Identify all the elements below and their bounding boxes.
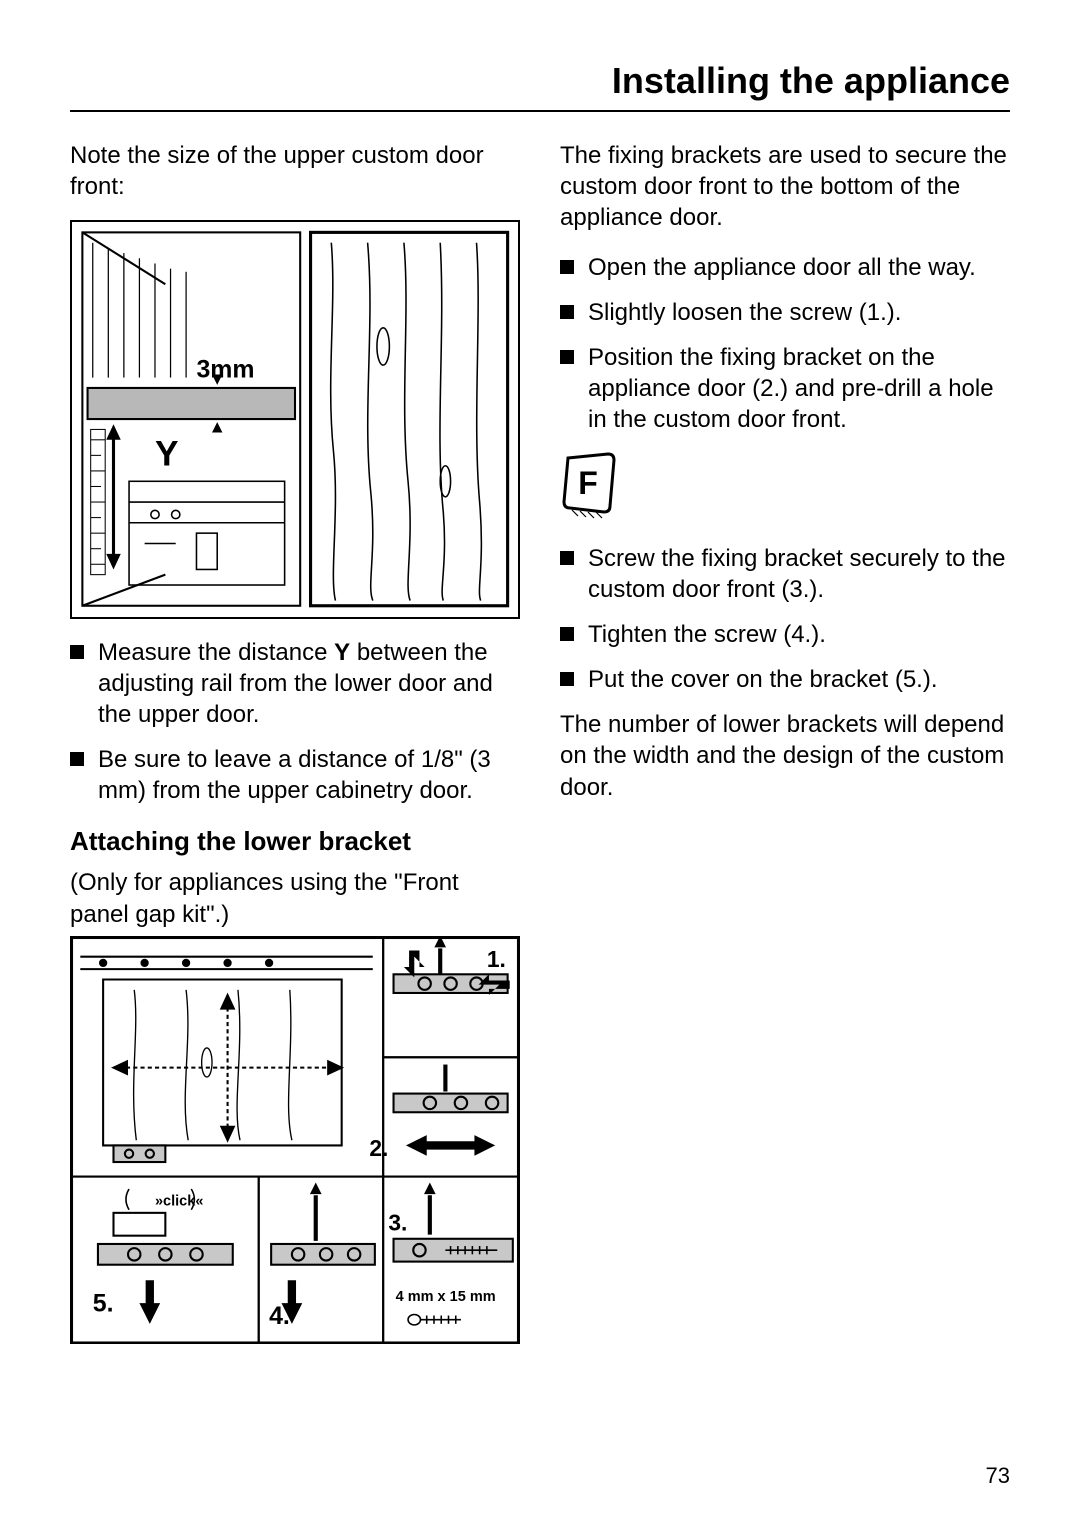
- rb2: Slightly loosen the screw (1.).: [560, 297, 1010, 328]
- right-bullets-2: Screw the fixing bracket securely to the…: [560, 543, 1010, 696]
- left-intro: Note the size of the upper custom door f…: [70, 140, 520, 202]
- content-columns: Note the size of the upper custom door f…: [70, 140, 1010, 1362]
- figure1-svg: 3mm Y: [72, 222, 518, 616]
- left-column: Note the size of the upper custom door f…: [70, 140, 520, 1362]
- step3-label: 3.: [388, 1209, 407, 1235]
- rb3: Position the fixing bracket on the appli…: [560, 342, 1010, 436]
- step5-label: 5.: [93, 1289, 114, 1317]
- left-bullets-1: Measure the distance Y between the adjus…: [70, 637, 520, 807]
- tag-letter: F: [578, 465, 598, 501]
- figure2-svg: 1. 2. »click«: [72, 938, 518, 1343]
- figure-upper-door-gap: 3mm Y: [70, 220, 520, 618]
- screw-size-label: 4 mm x 15 mm: [396, 1289, 496, 1305]
- b1-bold: Y: [334, 639, 350, 666]
- rb1: Open the appliance door all the way.: [560, 252, 1010, 283]
- rb4: Screw the fixing bracket securely to the…: [560, 543, 1010, 605]
- left-bullet-measure: Measure the distance Y between the adjus…: [70, 637, 520, 731]
- figure-lower-bracket-steps: 1. 2. »click«: [70, 936, 520, 1345]
- rb5: Tighten the screw (4.).: [560, 619, 1010, 650]
- right-outro: The number of lower brackets will depend…: [560, 709, 1010, 803]
- page-title: Installing the appliance: [70, 60, 1010, 112]
- rb6: Put the cover on the bracket (5.).: [560, 664, 1010, 695]
- step2-label: 2.: [369, 1135, 388, 1161]
- tag-f-icon: F: [560, 450, 1010, 525]
- figure1-gap-label: 3mm: [196, 356, 254, 384]
- right-column: The fixing brackets are used to secure t…: [560, 140, 1010, 1362]
- front-panel-note: (Only for appliances using the "Front pa…: [70, 867, 520, 929]
- b2-pre: Be sure to leave a distance of 1/8" (3 m…: [98, 746, 491, 804]
- step1-label: 1.: [487, 946, 506, 972]
- right-bullets-1: Open the appliance door all the way. Sli…: [560, 252, 1010, 436]
- b1-pre: Measure the distance: [98, 639, 334, 666]
- subheading-lower-bracket: Attaching the lower bracket: [70, 826, 520, 857]
- left-bullet-distance: Be sure to leave a distance of 1/8" (3 m…: [70, 744, 520, 806]
- step4-label: 4.: [269, 1302, 290, 1330]
- click-label: »click«: [155, 1193, 203, 1209]
- right-intro: The fixing brackets are used to secure t…: [560, 140, 1010, 234]
- figure1-y-label: Y: [155, 435, 179, 474]
- page-number: 73: [986, 1463, 1010, 1489]
